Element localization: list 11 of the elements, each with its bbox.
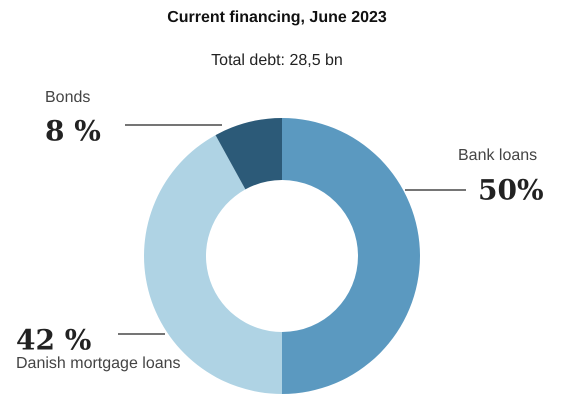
slice-label: Bonds	[45, 89, 90, 106]
chart-title: Current financing, June 2023	[167, 9, 387, 26]
data-label: 42 %	[16, 323, 92, 356]
donut-slice	[216, 118, 282, 190]
data-label: 8 %	[45, 114, 101, 148]
slice-label: Danish mortgage loans	[16, 355, 181, 372]
donut-slice	[144, 135, 282, 394]
donut-slice	[282, 118, 420, 394]
data-label: 50%	[478, 173, 544, 206]
slice-label: Bank loans	[458, 147, 538, 164]
chart-subtitle: Total debt: 28,5 bn	[211, 52, 343, 69]
